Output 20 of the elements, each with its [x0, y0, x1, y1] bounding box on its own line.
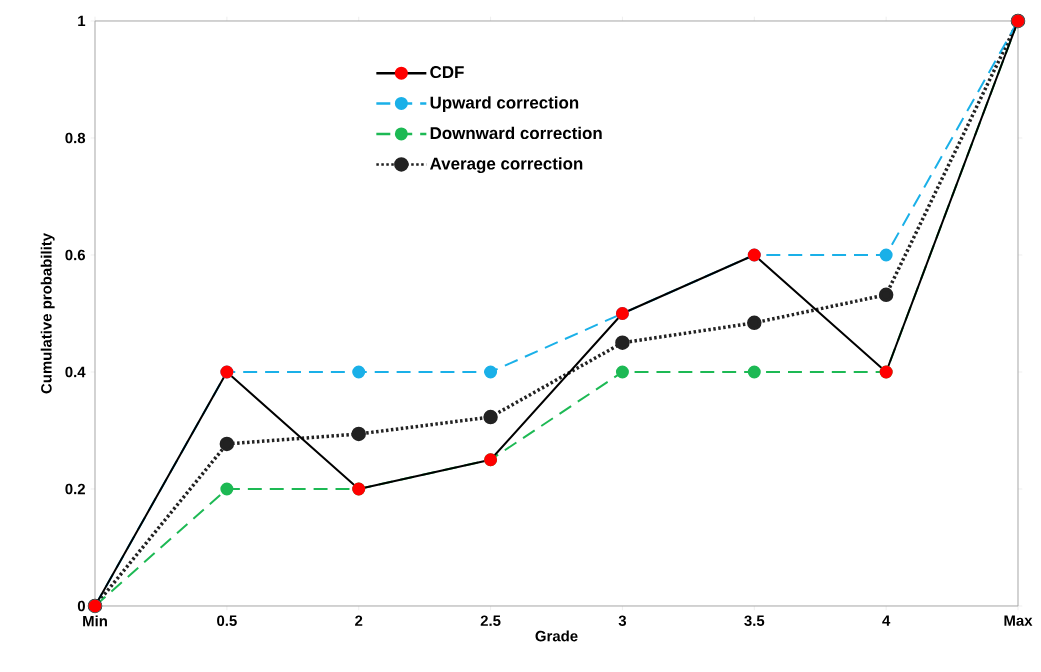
- x-axis-title: Grade: [535, 630, 578, 642]
- y-tick-label: 0.6: [65, 249, 86, 261]
- x-tick-label: 3: [618, 615, 627, 627]
- y-tick-label: 0.2: [65, 483, 85, 495]
- y-tick-label: 0.8: [65, 132, 86, 144]
- legend-label: Average correction: [430, 157, 583, 174]
- x-tick-label: 4: [882, 615, 891, 626]
- x-tick-label: Min: [83, 615, 107, 627]
- x-tick-label: 2: [355, 615, 363, 626]
- legend-label: CDF: [430, 66, 464, 79]
- x-tick-label: 0.5: [217, 615, 237, 626]
- y-tick-label: 1: [78, 15, 86, 27]
- y-axis-title: Cumulative probability: [40, 233, 55, 394]
- x-tick-label: 3.5: [744, 615, 765, 627]
- legend-label: Upward correction: [430, 96, 579, 112]
- x-tick-label: Max: [1004, 615, 1033, 626]
- y-tick-label: 0: [77, 600, 85, 612]
- y-tick-label: 0.4: [65, 366, 86, 378]
- legend-label: Downward correction: [430, 126, 602, 140]
- x-tick-label: 2.5: [480, 615, 501, 626]
